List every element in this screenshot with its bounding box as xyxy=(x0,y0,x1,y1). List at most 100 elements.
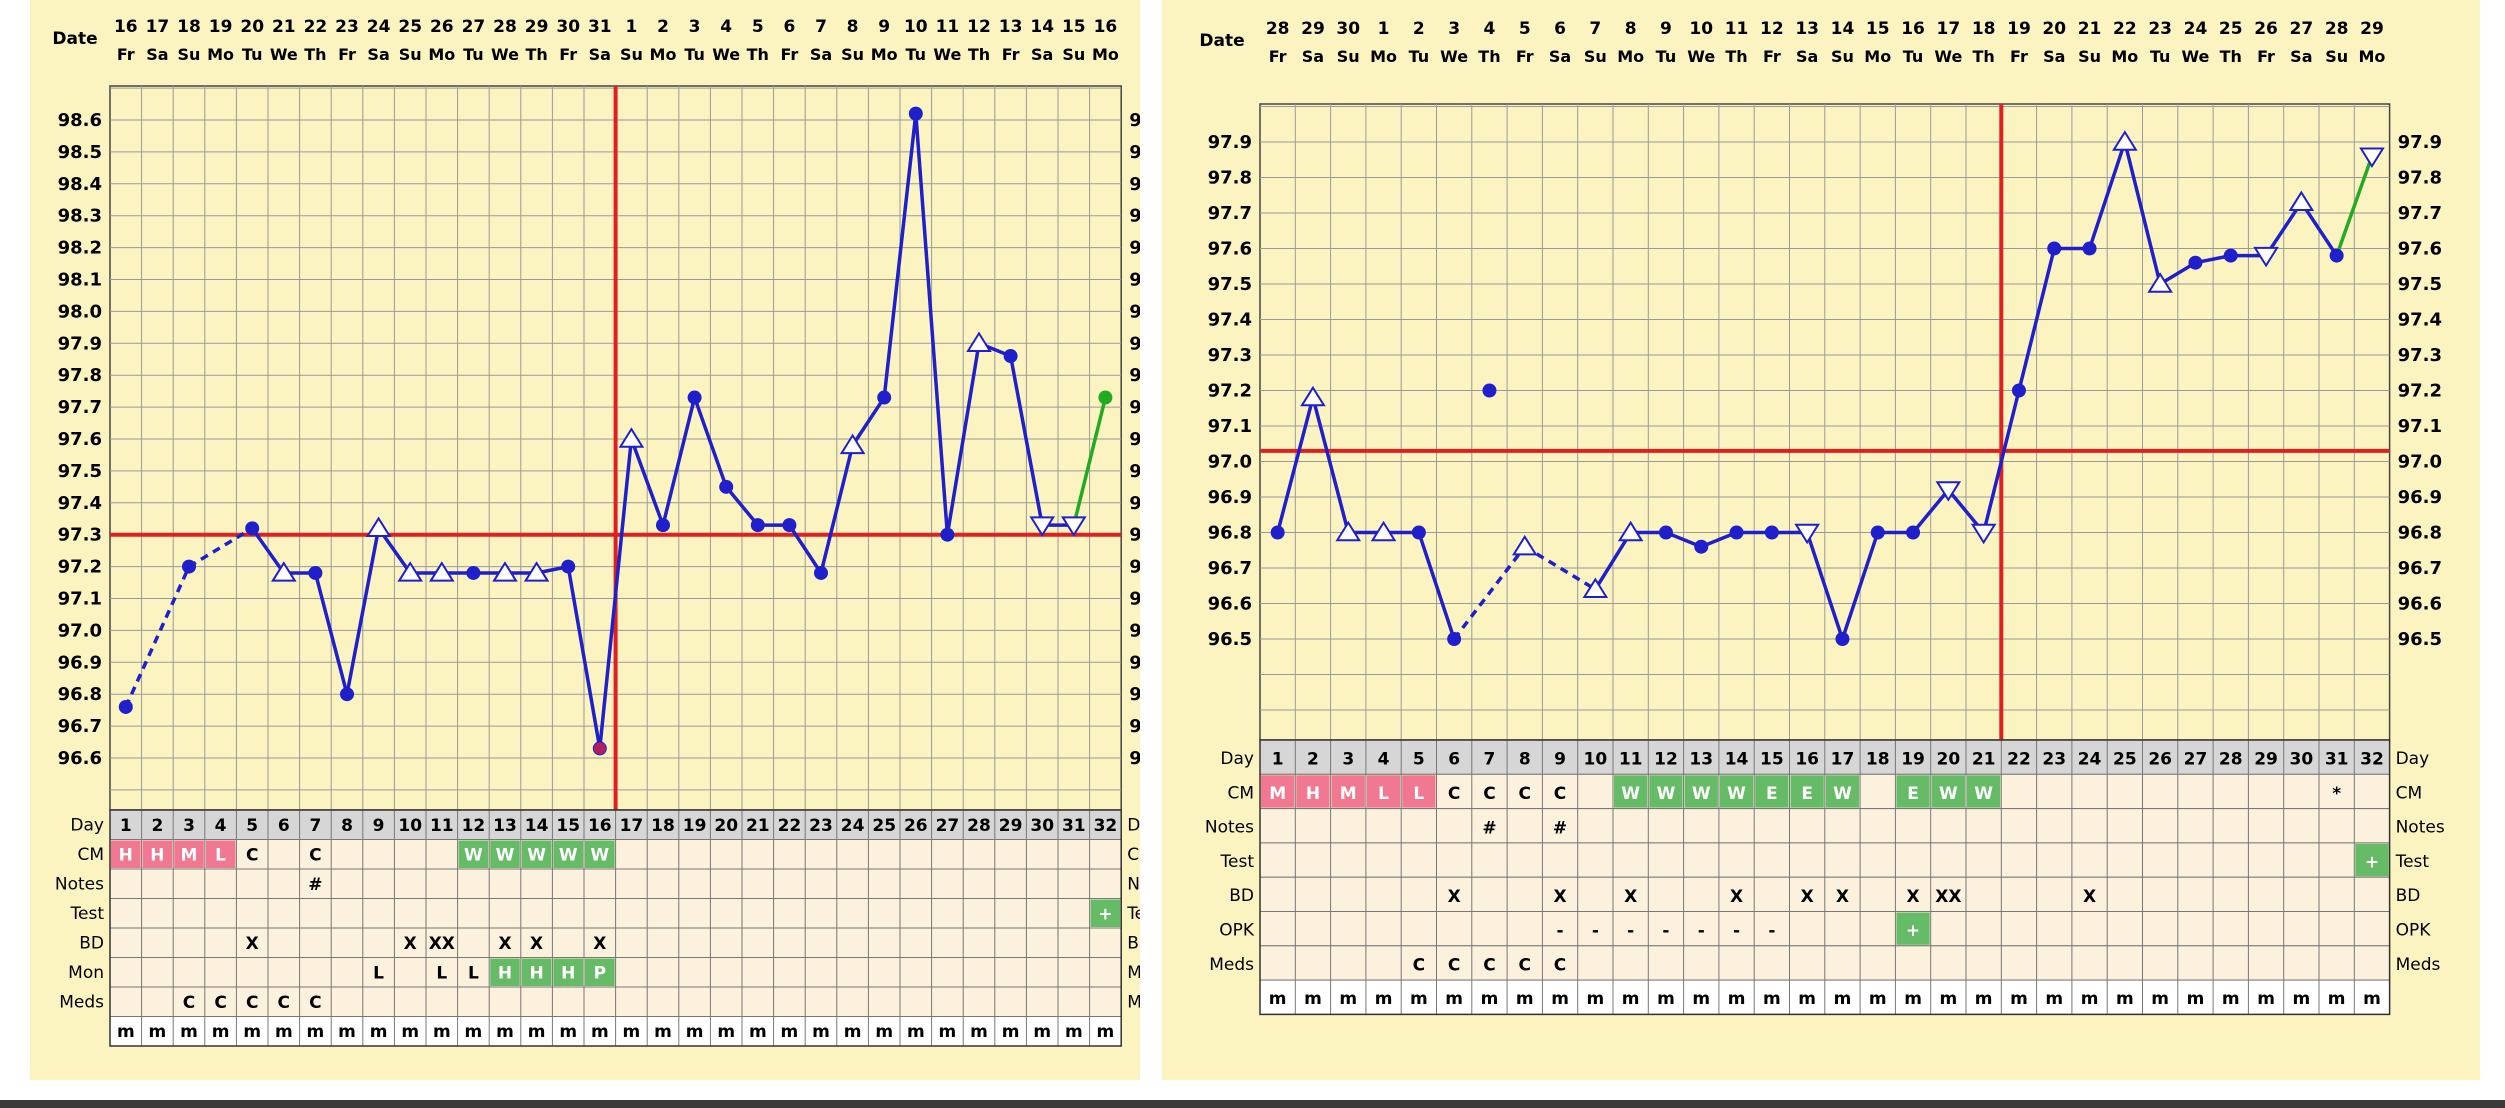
temp-tick-left: 97.4 xyxy=(1208,310,1252,331)
cell-highlight xyxy=(1719,775,1754,808)
cell-m: m xyxy=(180,1022,198,1042)
cell-cm: C xyxy=(1448,784,1460,804)
temp-tick-right: 98.2 xyxy=(1129,238,1140,259)
date-label: 16 xyxy=(1094,17,1118,37)
date-label: 20 xyxy=(2042,19,2066,39)
cell-cm: C xyxy=(1519,784,1531,804)
weekday-label: Mo xyxy=(2358,47,2385,66)
cell-day: 13 xyxy=(1689,750,1713,770)
weekday-label: Mo xyxy=(1864,47,1891,66)
cell-day: 25 xyxy=(2113,750,2137,770)
date-label: 7 xyxy=(815,17,827,37)
cell-m: m xyxy=(307,1022,325,1042)
cell-highlight xyxy=(1684,775,1718,808)
cell-bd: X xyxy=(593,934,606,954)
temp-point xyxy=(245,521,260,536)
cell-bd: X xyxy=(1553,887,1566,907)
cell-day: 1 xyxy=(1272,750,1284,770)
row-label-right: Meds xyxy=(2396,955,2441,975)
cell-m: m xyxy=(749,1022,767,1042)
temp-tick-right: 97.1 xyxy=(2398,416,2442,437)
cell-m: m xyxy=(1516,989,1534,1009)
temp-point xyxy=(1906,525,1921,540)
cell-day: 26 xyxy=(2148,750,2172,770)
cell-bd: X xyxy=(1730,887,1743,907)
cell-day: 12 xyxy=(1654,750,1678,770)
temp-point xyxy=(1482,383,1497,398)
cell-day: 4 xyxy=(1378,750,1390,770)
cell-day: 32 xyxy=(2360,750,2384,770)
weekday-label: Su xyxy=(178,45,201,64)
cell-day: 6 xyxy=(1448,750,1460,770)
cell-m: m xyxy=(2187,989,2205,1009)
cell-bd: X xyxy=(2083,887,2096,907)
temp-tick-right: 97.4 xyxy=(1129,493,1140,514)
temp-point-open xyxy=(1335,520,1362,542)
cell-m: m xyxy=(2292,989,2310,1009)
temp-point-open xyxy=(1300,385,1326,407)
bottom-border xyxy=(0,1100,2505,1108)
cell-opk: + xyxy=(1906,921,1920,941)
cell-bd: X xyxy=(1836,887,1849,907)
cell-meds: C xyxy=(246,993,258,1013)
date-label: 14 xyxy=(1831,19,1855,39)
temp-line-segment xyxy=(851,396,886,447)
temp-tick-right: 97.0 xyxy=(1129,620,1140,641)
temp-tick-right: 97.2 xyxy=(2398,381,2442,402)
cell-m: m xyxy=(212,1022,230,1042)
date-label: 8 xyxy=(847,17,859,37)
temp-line-segment xyxy=(914,113,950,535)
temp-tick-right: 97.1 xyxy=(1129,589,1140,610)
cell-meds: C xyxy=(278,993,290,1013)
date-label: 16 xyxy=(114,17,138,37)
cell-m: m xyxy=(338,1022,356,1042)
temp-line-segment xyxy=(2335,155,2374,257)
temp-tick-right: 96.6 xyxy=(2398,594,2442,615)
weekday-label: Sa xyxy=(2290,47,2312,66)
date-label: 31 xyxy=(588,17,612,37)
temp-tick-left: 97.3 xyxy=(58,525,102,546)
cell-day: 10 xyxy=(398,816,422,836)
weekday-label: We xyxy=(933,45,961,64)
row-label-left: Test xyxy=(1220,852,1255,872)
temp-point xyxy=(1098,390,1113,405)
row-label-right: CM xyxy=(2396,783,2423,803)
cell-day: 29 xyxy=(999,816,1023,836)
cell-day: 4 xyxy=(215,816,227,836)
weekday-label: Mo xyxy=(207,45,234,64)
temp-tick-left: 98.6 xyxy=(58,110,102,131)
weekday-label: We xyxy=(270,45,298,64)
cell-cm: W xyxy=(559,846,578,866)
cell-day: 11 xyxy=(430,816,454,836)
temp-point xyxy=(1870,525,1885,540)
temp-line-segment xyxy=(2087,141,2127,250)
cell-cm: C xyxy=(1483,784,1495,804)
weekday-label: We xyxy=(2181,47,2209,66)
temp-point-open xyxy=(1935,481,1962,502)
temp-point-open xyxy=(618,427,645,448)
row-label-right: BD xyxy=(2396,886,2421,906)
cell-bd: XX xyxy=(1935,887,1961,907)
cell-day: 3 xyxy=(1342,750,1354,770)
temp-line-segment xyxy=(1072,397,1108,526)
cell-m: m xyxy=(717,1022,735,1042)
date-label: 18 xyxy=(177,17,201,37)
cell-day: 22 xyxy=(778,816,802,836)
row-label-right: Notes xyxy=(2396,818,2445,838)
cell-cm: L xyxy=(1378,784,1389,804)
row-label-left: OPK xyxy=(1219,921,1255,941)
temp-point xyxy=(719,479,734,494)
temp-tick-left: 97.1 xyxy=(58,589,102,610)
temp-point xyxy=(2047,241,2062,256)
cell-m: m xyxy=(1002,1022,1020,1042)
weekday-label: Tu xyxy=(906,45,927,64)
cell-cm: C xyxy=(309,846,321,866)
row-label-left: Meds xyxy=(1209,955,1254,975)
temp-point-open xyxy=(1582,577,1609,598)
cell-day: 20 xyxy=(714,816,738,836)
temp-line-segment xyxy=(1805,531,1845,640)
cell-highlight xyxy=(205,840,236,868)
temp-point-open xyxy=(2288,190,2315,212)
temp-point xyxy=(1835,632,1850,646)
temp-point xyxy=(466,565,481,580)
